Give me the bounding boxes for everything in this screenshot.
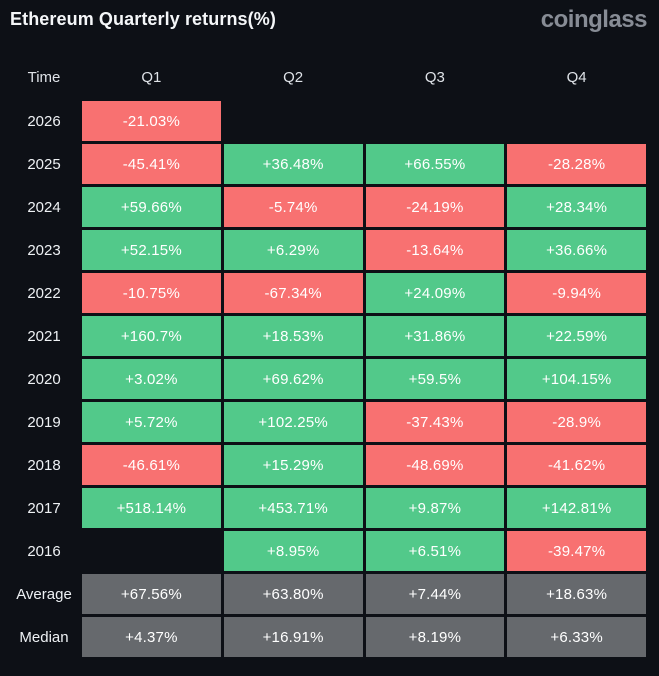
return-cell-2019-q1: +5.72% [82, 402, 221, 442]
return-cell-2017-q3: +9.87% [365, 488, 505, 528]
return-cell-2024-q2: -5.74% [223, 187, 363, 227]
return-cell-2021-q1: +160.7% [82, 316, 221, 356]
row-label-2020: 2020 [27, 370, 61, 388]
return-cell-2019-q4: -28.9% [507, 402, 646, 442]
row-label-2016: 2016 [27, 542, 61, 560]
return-cell-2020-q2: +69.62% [223, 359, 363, 399]
return-cell-average-q1: +67.56% [82, 574, 221, 614]
topbar: Ethereum Quarterly returns(%) coinglass [0, 0, 659, 41]
table-body: 2026 -21.03% 2025 -45.41% +36.48% +66.55% -28.… [9, 101, 646, 657]
return-cell-2024-q4: +28.34% [507, 187, 646, 227]
return-cell-2025-q3: +66.55% [365, 144, 505, 184]
return-cell-average-q2: +63.80% [223, 574, 363, 614]
return-cell-2021-q2: +18.53% [223, 316, 363, 356]
col-header-q2: Q2 [283, 68, 304, 86]
return-cell-2022-q3: +24.09% [365, 273, 505, 313]
return-cell-2022-q2: -67.34% [223, 273, 363, 313]
return-cell-2018-q3: -48.69% [365, 445, 505, 485]
row-label-2023: 2023 [27, 241, 61, 259]
row-label-average: Average [16, 585, 72, 603]
return-cell-2016-q2: +8.95% [223, 531, 363, 571]
row-label-2026: 2026 [27, 112, 61, 130]
return-cell-2024-q1: +59.66% [82, 187, 221, 227]
row-label-2019: 2019 [27, 413, 61, 431]
return-cell-2025-q4: -28.28% [507, 144, 646, 184]
return-cell-2022-q1: -10.75% [82, 273, 221, 313]
return-cell-2023-q4: +36.66% [507, 230, 646, 270]
row-label-2024: 2024 [27, 198, 61, 216]
empty-cell-2026-q4 [507, 101, 646, 141]
return-cell-2017-q2: +453.71% [223, 488, 363, 528]
return-cell-2021-q3: +31.86% [365, 316, 505, 356]
return-cell-2025-q2: +36.48% [223, 144, 363, 184]
return-cell-2020-q3: +59.5% [365, 359, 505, 399]
row-label-2025: 2025 [27, 155, 61, 173]
return-cell-median-q4: +6.33% [507, 617, 646, 657]
coinglass-logo[interactable]: coinglass [540, 6, 648, 33]
return-cell-2018-q2: +15.29% [223, 445, 363, 485]
return-cell-2018-q4: -41.62% [507, 445, 646, 485]
return-cell-2022-q4: -9.94% [507, 273, 646, 313]
empty-cell-2026-q2 [224, 101, 363, 141]
empty-cell-2026-q3 [366, 101, 505, 141]
return-cell-2026-q1: -21.03% [82, 101, 221, 141]
return-cell-2019-q2: +102.25% [223, 402, 363, 442]
col-header-time: Time [27, 68, 61, 86]
return-cell-average-q4: +18.63% [507, 574, 646, 614]
return-cell-2020-q1: +3.02% [82, 359, 221, 399]
table-header-row: Time Q1 Q2 Q3 Q4 [9, 67, 646, 87]
return-cell-median-q1: +4.37% [82, 617, 221, 657]
return-cell-2025-q1: -45.41% [82, 144, 221, 184]
page-title: Ethereum Quarterly returns(%) [10, 9, 276, 29]
col-header-q3: Q3 [424, 68, 445, 86]
row-label-median: Median [19, 628, 69, 646]
return-cell-2019-q3: -37.43% [365, 402, 505, 442]
empty-cell-2016-q1 [82, 531, 221, 571]
col-header-q1: Q1 [141, 68, 162, 86]
return-cell-2021-q4: +22.59% [507, 316, 646, 356]
row-label-2022: 2022 [27, 284, 61, 302]
return-cell-2023-q3: -13.64% [365, 230, 505, 270]
return-cell-median-q2: +16.91% [223, 617, 363, 657]
return-cell-2023-q1: +52.15% [82, 230, 221, 270]
col-header-q4: Q4 [566, 68, 587, 86]
return-cell-2017-q1: +518.14% [82, 488, 221, 528]
return-cell-2016-q4: -39.47% [507, 531, 646, 571]
return-cell-2024-q3: -24.19% [365, 187, 505, 227]
row-label-2018: 2018 [27, 456, 61, 474]
row-label-2021: 2021 [27, 327, 61, 345]
return-cell-2017-q4: +142.81% [507, 488, 646, 528]
return-cell-average-q3: +7.44% [365, 574, 505, 614]
return-cell-median-q3: +8.19% [365, 617, 505, 657]
return-cell-2016-q3: +6.51% [365, 531, 505, 571]
return-cell-2020-q4: +104.15% [507, 359, 646, 399]
row-label-2017: 2017 [27, 499, 61, 517]
return-cell-2023-q2: +6.29% [223, 230, 363, 270]
return-cell-2018-q1: -46.61% [82, 445, 221, 485]
